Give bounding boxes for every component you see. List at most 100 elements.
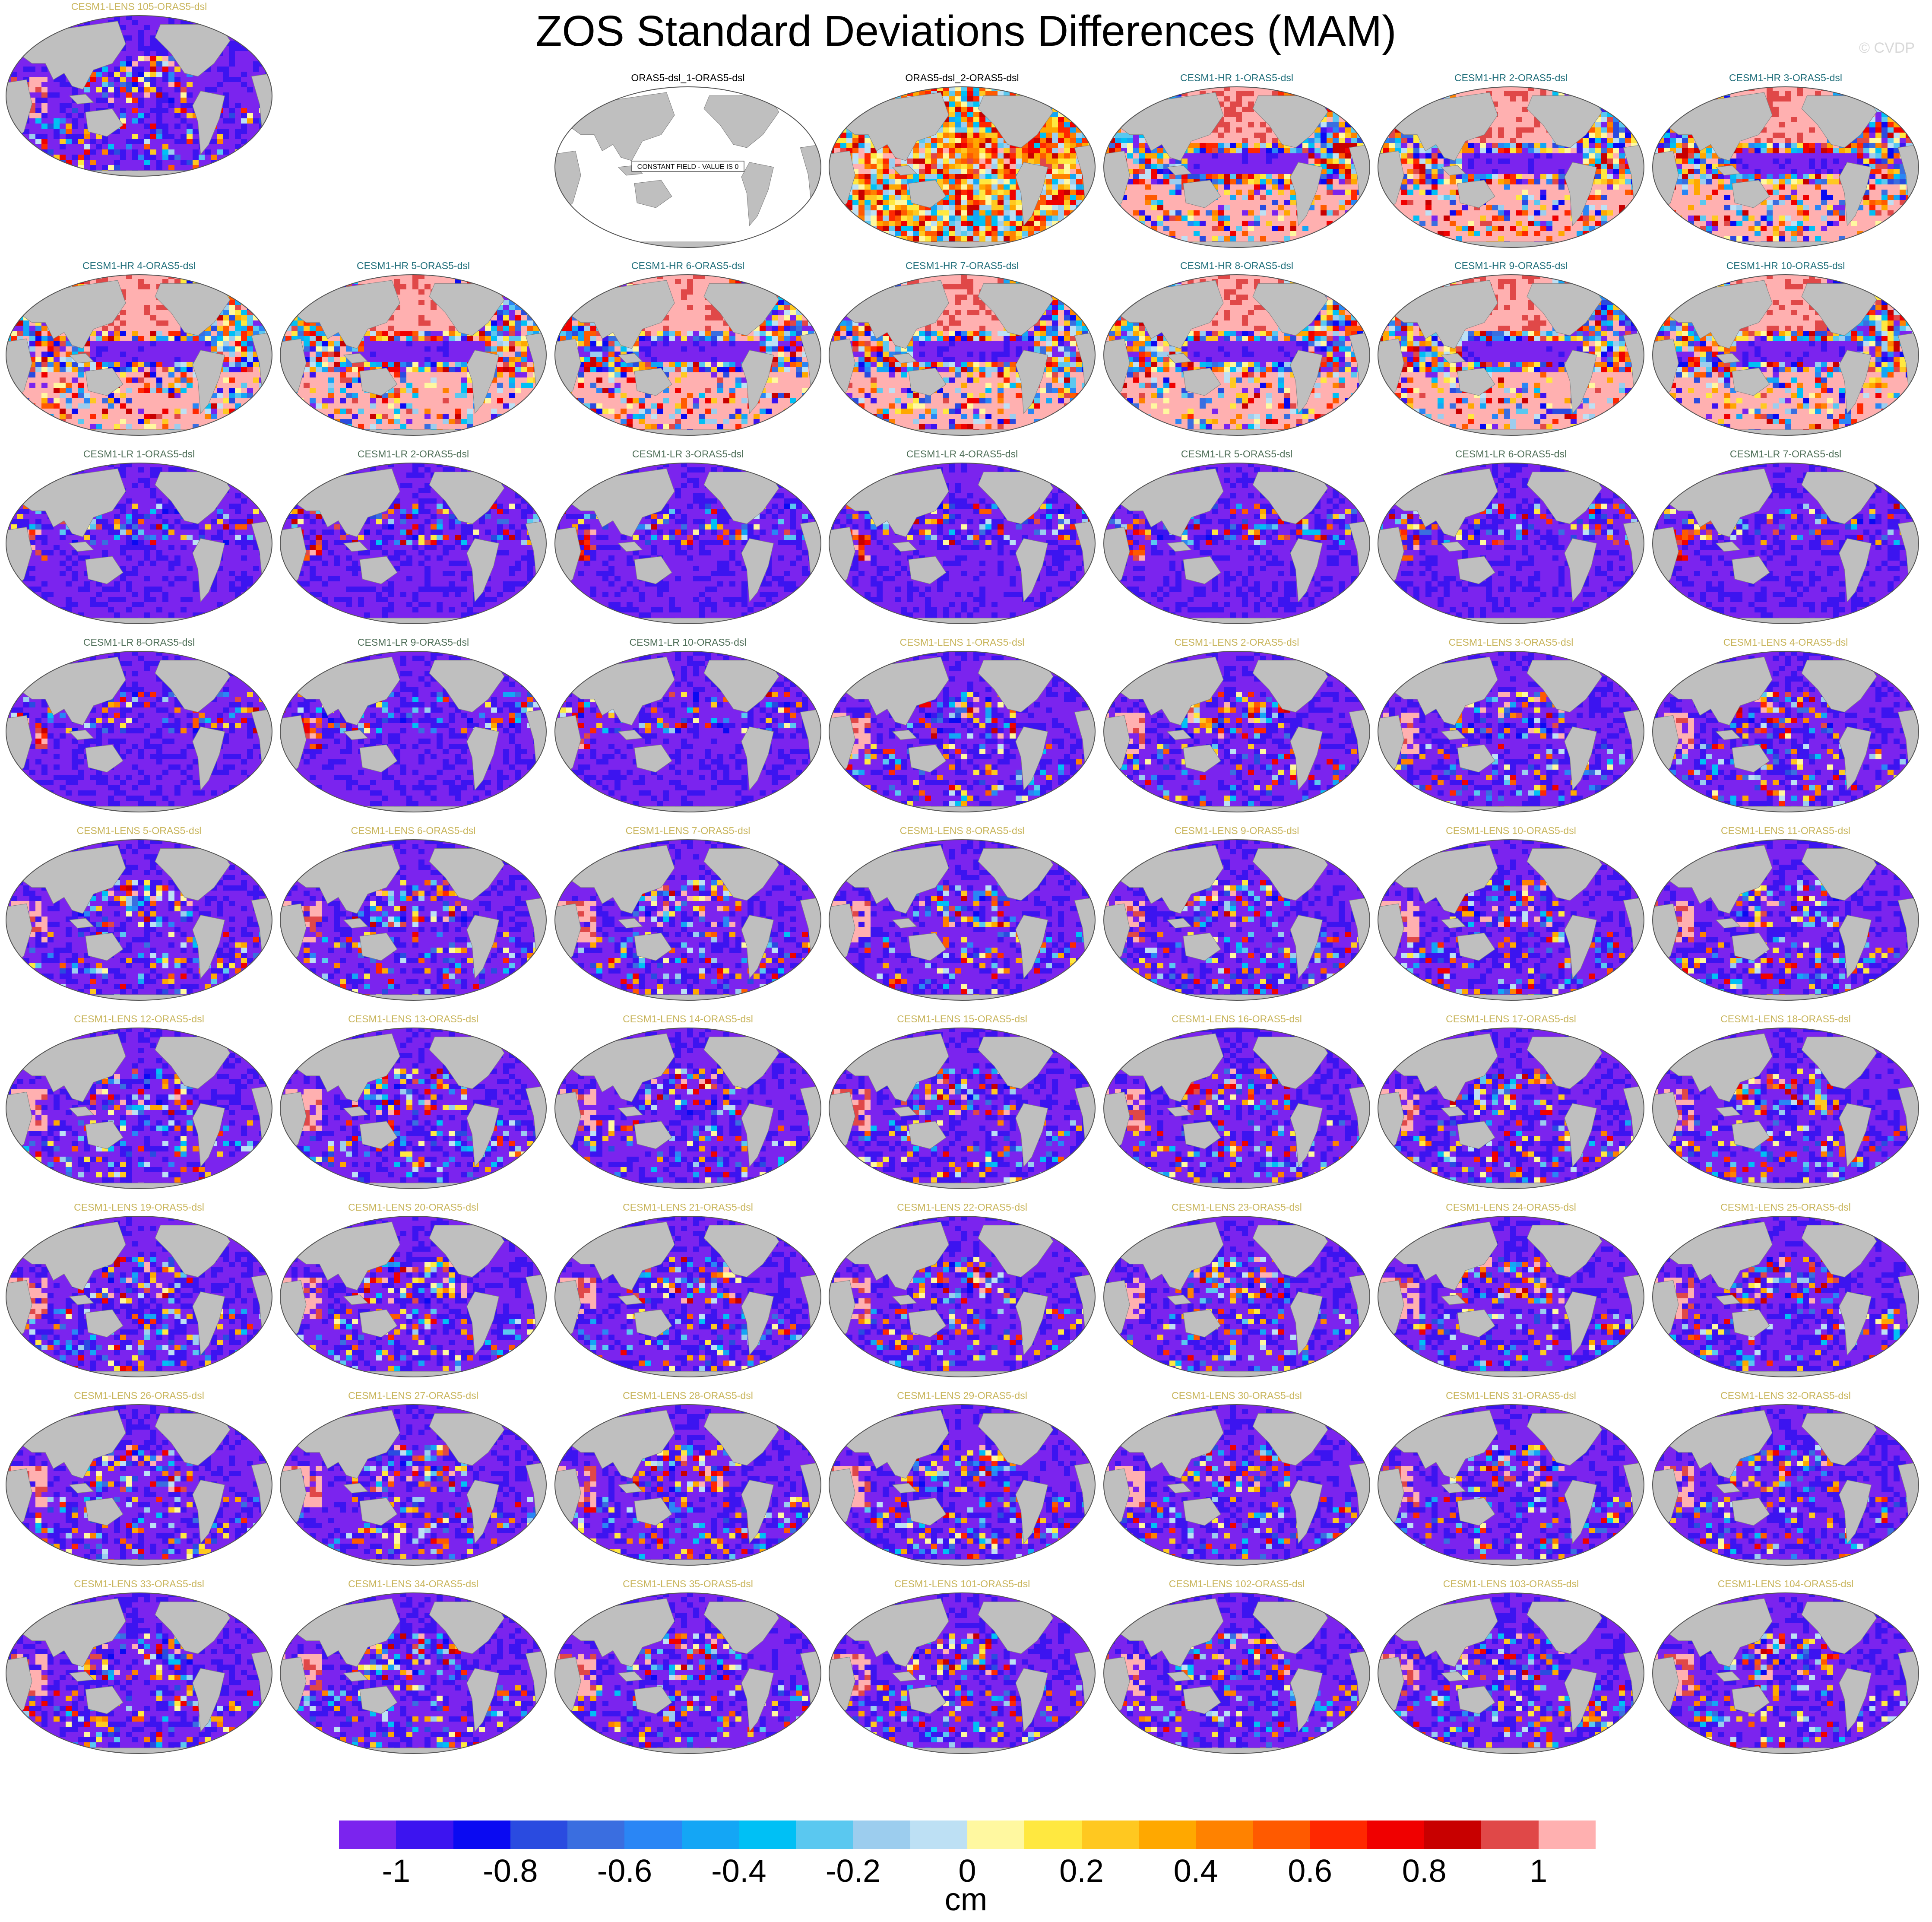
field-cell [1058, 107, 1064, 112]
field-cell [1327, 241, 1333, 247]
field-cell [1094, 148, 1095, 153]
field-cell [1486, 138, 1492, 143]
field-cell [1450, 210, 1456, 216]
field-cell [1595, 247, 1601, 248]
field-cell [1785, 107, 1791, 112]
field-cell [1230, 210, 1236, 216]
field-cell [1094, 179, 1095, 184]
field-cell [1516, 236, 1522, 241]
field-cell [1558, 205, 1565, 210]
field-cell [1583, 241, 1589, 247]
field-cell [1236, 107, 1242, 112]
field-cell [1510, 195, 1516, 200]
field-cell [1212, 205, 1218, 210]
field-cell [1181, 236, 1188, 241]
field-cell [1607, 117, 1613, 122]
field-cell [1058, 247, 1064, 248]
field-cell [1700, 169, 1706, 174]
field-cell [1558, 221, 1565, 226]
field-cell [1094, 122, 1095, 127]
field-cell [1139, 195, 1145, 200]
field-cell [1345, 190, 1351, 195]
field-cell [1845, 148, 1851, 153]
field-cell [985, 205, 991, 210]
field-cell [1492, 179, 1498, 184]
field-cell [865, 87, 871, 91]
field-cell [1619, 190, 1625, 195]
field-cell [1022, 148, 1028, 153]
field-cell [1046, 91, 1052, 96]
field-cell [949, 96, 955, 101]
field-cell [1565, 87, 1571, 91]
field-cell [1881, 117, 1888, 122]
field-cell [1480, 226, 1486, 231]
field-cell [1498, 159, 1504, 164]
field-cell [1413, 205, 1419, 210]
field-cell [1791, 179, 1797, 184]
field-cell [1492, 200, 1498, 205]
field-cell [829, 205, 834, 210]
field-cell [1583, 221, 1589, 226]
field-cell [1157, 210, 1163, 216]
field-cell [1242, 159, 1248, 164]
field-cell [1407, 101, 1413, 107]
field-cell [925, 148, 931, 153]
field-cell [967, 236, 973, 241]
field-cell [1875, 159, 1881, 164]
field-cell [937, 87, 943, 91]
field-cell [1395, 221, 1401, 226]
field-cell [1724, 190, 1730, 195]
field-cell [1351, 195, 1357, 200]
field-cell [1894, 169, 1900, 174]
field-cell [1363, 200, 1369, 205]
field-cell [1321, 210, 1327, 216]
field-cell [1791, 127, 1797, 133]
field-cell [1254, 231, 1260, 236]
field-cell [955, 159, 961, 164]
field-cell [1613, 210, 1619, 216]
field-cell [1706, 91, 1712, 96]
field-cell [1046, 159, 1052, 164]
field-cell [889, 226, 895, 231]
field-cell [1797, 148, 1803, 153]
field-cell [1676, 138, 1682, 143]
field-cell [1395, 138, 1401, 143]
field-cell [1857, 91, 1863, 96]
field-cell [1383, 236, 1389, 241]
field-cell [1637, 127, 1643, 133]
field-cell [1378, 200, 1383, 205]
field-cell [1785, 117, 1791, 122]
field-cell [877, 153, 883, 159]
field-cell [919, 164, 925, 169]
field-cell [1034, 216, 1040, 221]
field-cell [1504, 138, 1510, 143]
field-cell [858, 101, 865, 107]
field-cell [1052, 96, 1058, 101]
field-cell [1314, 216, 1321, 221]
field-cell [1419, 96, 1425, 101]
field-cell [1369, 138, 1370, 143]
field-cell [1058, 127, 1064, 133]
field-cell [1522, 127, 1528, 133]
field-cell [1736, 148, 1742, 153]
field-cell [1363, 87, 1369, 91]
field-cell [1363, 138, 1369, 143]
field-cell [1601, 127, 1607, 133]
field-cell [1181, 87, 1188, 91]
field-cell [937, 133, 943, 138]
field-cell [1028, 153, 1034, 159]
field-cell [1432, 87, 1438, 91]
field-cell [1625, 101, 1631, 107]
field-cell [1224, 143, 1230, 148]
field-cell [1242, 127, 1248, 133]
field-cell [895, 200, 901, 205]
field-cell [1333, 122, 1339, 127]
field-cell [840, 143, 846, 148]
field-cell [1589, 226, 1595, 231]
field-cell [1104, 112, 1109, 117]
field-cell [1058, 117, 1064, 122]
field-cell [1351, 226, 1357, 231]
field-cell [1712, 190, 1718, 195]
field-cell [1748, 138, 1755, 143]
field-cell [1022, 226, 1028, 231]
